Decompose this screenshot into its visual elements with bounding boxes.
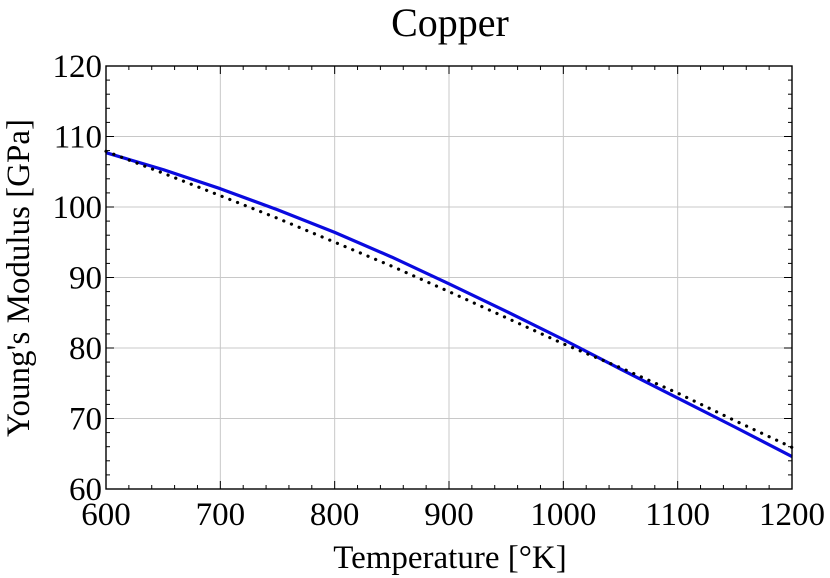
series-group [104, 149, 794, 459]
y-tick-label: 100 [53, 190, 103, 226]
y-tick-label: 110 [54, 120, 102, 156]
x-tick-label: 800 [310, 497, 360, 533]
solid-series-line [105, 151, 793, 459]
y-tick-label: 60 [69, 472, 102, 508]
x-tick-label: 600 [81, 497, 131, 533]
x-axis-label: Temperature [°K] [333, 540, 567, 576]
y-axis-label: Young's Modulus [GPa] [1, 119, 37, 437]
x-tick-label: 900 [424, 497, 474, 533]
x-tick-label: 1000 [530, 497, 596, 533]
y-tick-label: 120 [53, 49, 103, 85]
y-tick-labels: 60 70 80 90 100 110 120 [53, 49, 103, 508]
x-tick-labels: 600 700 800 900 1000 1100 1200 [81, 497, 825, 533]
y-tick-label: 90 [69, 261, 102, 297]
x-tick-label: 1200 [759, 497, 825, 533]
y-tick-label: 80 [69, 331, 102, 367]
x-tick-label: 700 [196, 497, 246, 533]
plot-frame [105, 65, 793, 490]
chart-title: Copper [391, 0, 509, 45]
y-tick-label: 70 [69, 402, 102, 438]
x-tick-label: 1100 [645, 497, 710, 533]
